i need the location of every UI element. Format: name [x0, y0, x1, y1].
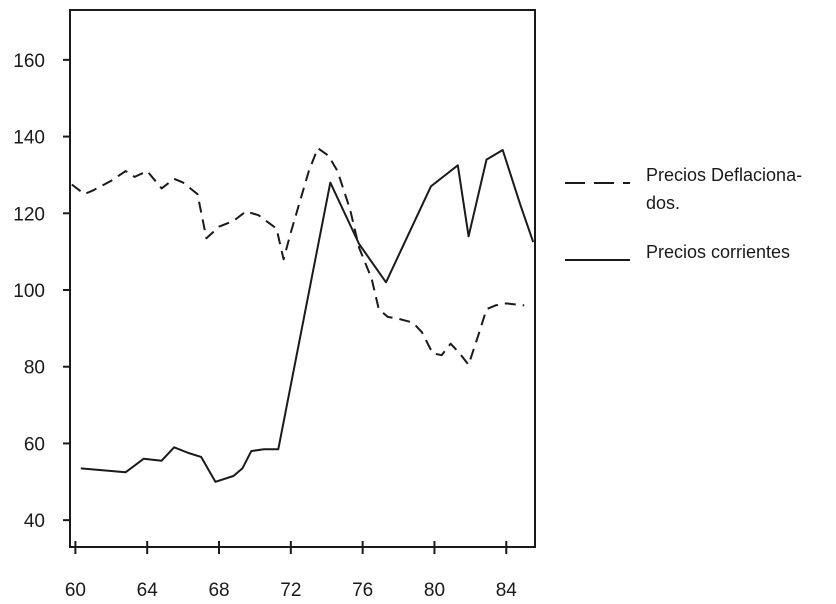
x-tick-label: 76	[352, 580, 373, 601]
legend-label: Precios corrientes	[646, 242, 790, 262]
legend: Precios Deflaciona-dos. Precios corriente…	[565, 165, 802, 262]
y-tick-label: 80	[24, 358, 45, 379]
series-layer	[71, 147, 535, 483]
x-axis: 60 64 68 72 76 80 84	[65, 541, 517, 601]
y-tick-label: 120	[13, 204, 45, 225]
y-tick-label: 40	[24, 511, 45, 532]
x-tick-label: 68	[208, 580, 229, 601]
y-tick-label: 60	[24, 434, 45, 455]
legend-label: Precios Deflaciona-	[646, 165, 802, 185]
x-tick-label: 60	[65, 580, 86, 601]
y-tick-label: 140	[13, 128, 45, 149]
x-tick-label: 72	[280, 580, 301, 601]
x-tick-label: 64	[137, 580, 159, 601]
legend-label: dos.	[646, 193, 680, 213]
y-tick-label: 100	[13, 281, 45, 302]
x-tick-label: 84	[496, 580, 518, 601]
series-line-dashed	[71, 147, 525, 366]
plot-frame	[69, 9, 536, 548]
series-line-solid	[80, 149, 535, 483]
y-axis: 40 60 80 100 120 140 160	[13, 51, 70, 532]
y-tick-label: 160	[13, 51, 45, 72]
x-tick-label: 80	[424, 580, 445, 601]
